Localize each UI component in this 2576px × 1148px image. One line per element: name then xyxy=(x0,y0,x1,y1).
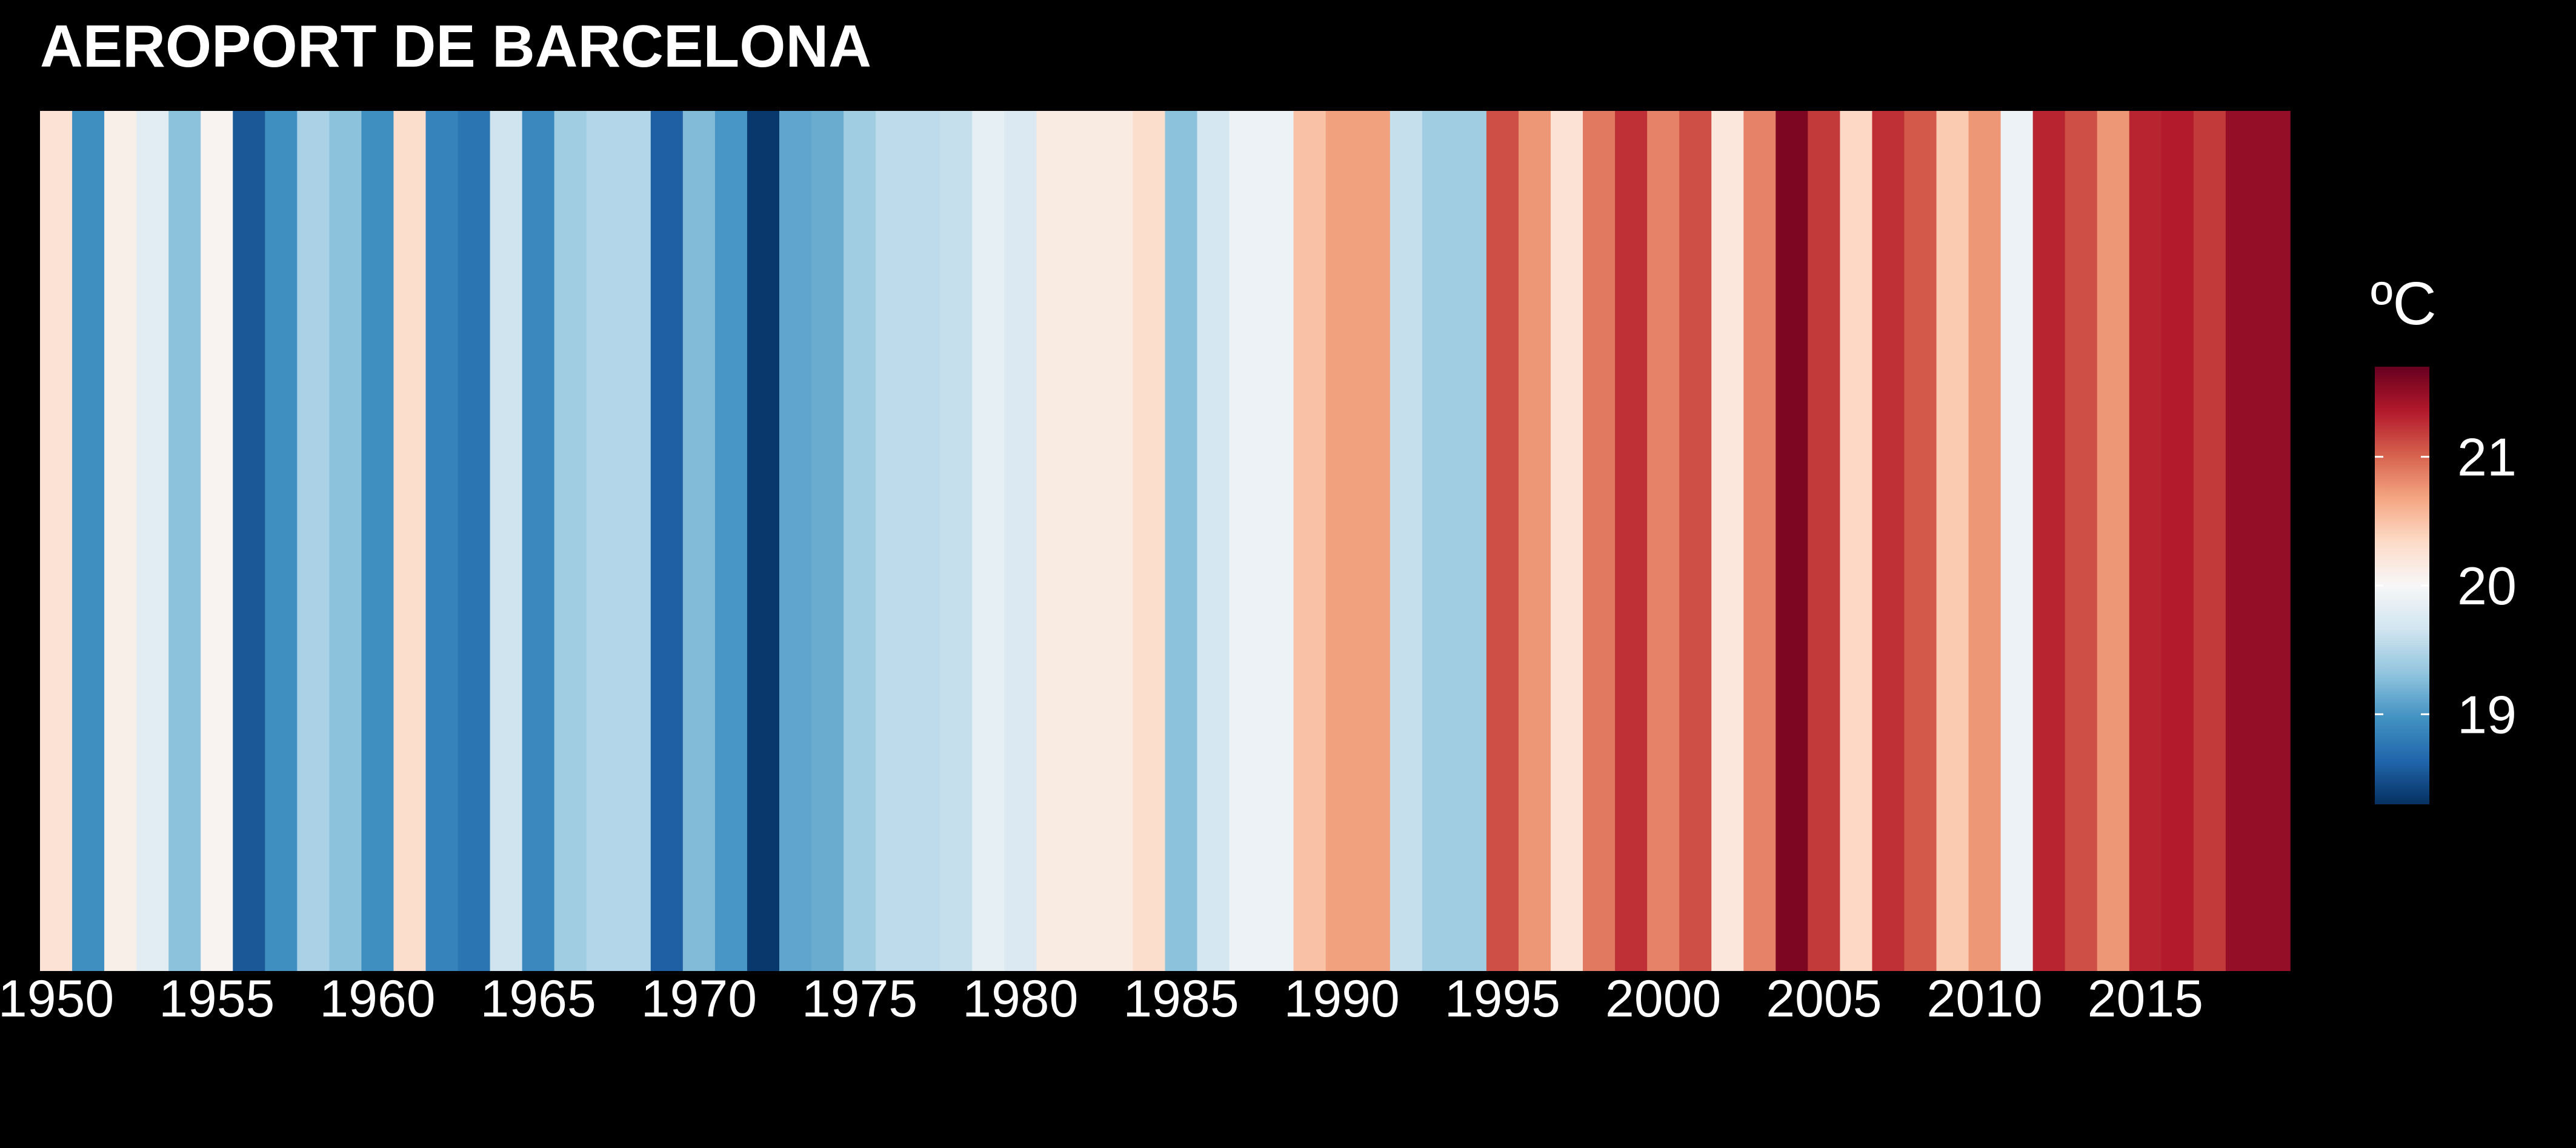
stripe-1971 xyxy=(714,111,748,971)
stripe-1951 xyxy=(72,111,105,971)
stripe-1973 xyxy=(779,111,812,971)
stripe-2018 xyxy=(2225,111,2258,971)
stripe-2011 xyxy=(2000,111,2034,971)
stripe-2009 xyxy=(1936,111,1969,971)
stripe-2010 xyxy=(1968,111,2002,971)
stripe-1991 xyxy=(1357,111,1391,971)
stripe-1975 xyxy=(844,111,876,971)
stripe-1997 xyxy=(1551,111,1583,971)
stripe-1998 xyxy=(1583,111,1616,971)
x-tick-label-1960: 1960 xyxy=(319,970,435,1028)
stripe-1953 xyxy=(136,111,169,971)
stripe-1961 xyxy=(393,111,427,971)
stripe-1967 xyxy=(586,111,619,971)
stripe-2015 xyxy=(2129,111,2162,971)
stripe-1994 xyxy=(1454,111,1487,971)
stripe-1986 xyxy=(1197,111,1230,971)
stripe-1962 xyxy=(425,111,459,971)
stripe-1969 xyxy=(650,111,684,971)
x-tick-label-2010: 2010 xyxy=(1926,970,2042,1028)
x-tick-label-1980: 1980 xyxy=(962,970,1078,1028)
stripe-1972 xyxy=(747,111,780,971)
stripe-1970 xyxy=(682,111,716,971)
stripe-2014 xyxy=(2097,111,2130,971)
stripe-2013 xyxy=(2065,111,2098,971)
stripe-2016 xyxy=(2161,111,2194,971)
stripe-2008 xyxy=(1904,111,1937,971)
stripe-2003 xyxy=(1743,111,1777,971)
stripe-1989 xyxy=(1293,111,1326,971)
stripe-2006 xyxy=(1840,111,1873,971)
stripe-1984 xyxy=(1133,111,1166,971)
stripe-1968 xyxy=(618,111,651,971)
stripe-1983 xyxy=(1100,111,1134,971)
x-tick-label-2000: 2000 xyxy=(1605,970,1721,1028)
stripe-1993 xyxy=(1422,111,1455,971)
x-tick-label-1975: 1975 xyxy=(802,970,917,1028)
stripe-2012 xyxy=(2032,111,2066,971)
x-tick-label-1970: 1970 xyxy=(641,970,757,1028)
stripe-1974 xyxy=(811,111,844,971)
stripe-1957 xyxy=(265,111,298,971)
x-axis-ticks: 1950 1955 1960 1965 1970 1975 1980 1985 1990 1995… xyxy=(0,970,2203,1028)
stripe-1950 xyxy=(40,111,73,971)
stripe-1977 xyxy=(908,111,940,971)
x-tick-label-1990: 1990 xyxy=(1284,970,1400,1028)
stripe-1996 xyxy=(1518,111,1551,971)
stripe-1981 xyxy=(1036,111,1070,971)
x-tick-label-1995: 1995 xyxy=(1445,970,1560,1028)
legend-title: ºC xyxy=(2371,270,2437,338)
stripe-1978 xyxy=(940,111,973,971)
stripe-1980 xyxy=(1004,111,1037,971)
stripe-2007 xyxy=(1872,111,1905,971)
chart-title: AEROPORT DE BARCELONA xyxy=(40,13,871,79)
x-tick-label-1985: 1985 xyxy=(1123,970,1239,1028)
stripe-2005 xyxy=(1808,111,1841,971)
stripe-1963 xyxy=(458,111,491,971)
stripe-1982 xyxy=(1068,111,1102,971)
stripe-2002 xyxy=(1711,111,1745,971)
stripe-1990 xyxy=(1325,111,1359,971)
stripe-1965 xyxy=(522,111,555,971)
x-tick-label-2015: 2015 xyxy=(2088,970,2203,1028)
legend-colorbar xyxy=(2375,367,2429,804)
stripe-1955 xyxy=(201,111,234,971)
stripes-group xyxy=(40,111,2291,971)
legend-ticks: 19 20 21 xyxy=(2375,427,2517,744)
stripe-1956 xyxy=(233,111,266,971)
x-tick-label-2005: 2005 xyxy=(1766,970,1882,1028)
stripe-2017 xyxy=(2193,111,2226,971)
stripe-2019 xyxy=(2257,111,2291,971)
stripe-1958 xyxy=(297,111,330,971)
stripe-1979 xyxy=(972,111,1005,971)
stripe-1959 xyxy=(329,111,362,971)
stripe-1964 xyxy=(490,111,523,971)
stripe-1960 xyxy=(361,111,394,971)
x-tick-label-1965: 1965 xyxy=(480,970,596,1028)
stripe-1954 xyxy=(168,111,202,971)
legend-tick-label-20: 20 xyxy=(2457,556,2517,616)
stripe-2004 xyxy=(1776,111,1809,971)
stripe-2000 xyxy=(1647,111,1680,971)
stripe-1992 xyxy=(1390,111,1423,971)
stripe-1985 xyxy=(1165,111,1198,971)
stripe-1976 xyxy=(876,111,908,971)
stripe-1988 xyxy=(1261,111,1294,971)
stripe-1987 xyxy=(1229,111,1262,971)
stripe-1966 xyxy=(554,111,587,971)
stripe-1995 xyxy=(1486,111,1519,971)
legend-tick-label-19: 19 xyxy=(2457,684,2517,744)
x-tick-label-1955: 1955 xyxy=(159,970,275,1028)
legend-tick-label-21: 21 xyxy=(2457,427,2517,487)
stripe-2001 xyxy=(1679,111,1712,971)
stripe-1999 xyxy=(1615,111,1648,971)
x-tick-label-1950: 1950 xyxy=(0,970,114,1028)
stripe-1952 xyxy=(104,111,137,971)
